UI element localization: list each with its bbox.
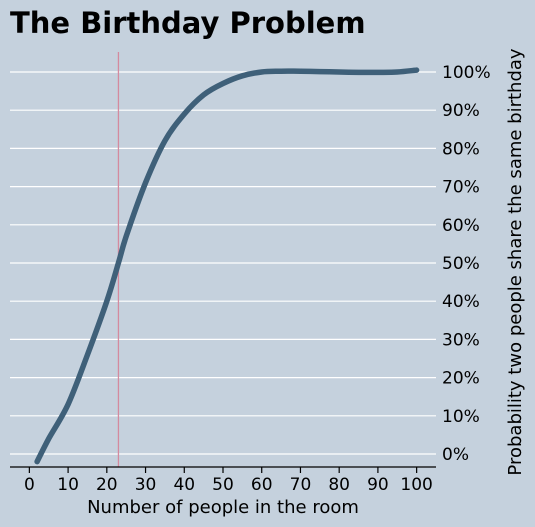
x-tick-label: 40 [173, 475, 195, 495]
y-tick-label: 100% [442, 63, 491, 83]
x-tick-label: 100 [400, 475, 432, 495]
x-tick-label: 50 [212, 475, 234, 495]
x-tick-label: 10 [57, 475, 79, 495]
y-ticks: 0% 10% 20% 30% 40% 50% 60% 70% 80% 90% 100% [442, 63, 491, 465]
x-axis-label: Number of people in the room [87, 497, 359, 518]
y-tick-label: 20% [442, 369, 480, 389]
y-tick-label: 30% [442, 330, 480, 350]
y-tick-label: 70% [442, 178, 480, 198]
probability-series-line [34, 67, 420, 465]
chart-title: The Birthday Problem [10, 6, 366, 40]
x-tick-label: 30 [135, 475, 157, 495]
x-tick-label: 90 [367, 475, 389, 495]
y-axis-label: Probability two people share the same bi… [505, 48, 526, 475]
x-tick-label: 20 [96, 475, 118, 495]
y-tick-label: 10% [442, 407, 480, 427]
y-tick-label: 40% [442, 292, 480, 312]
x-tick-label: 0 [24, 475, 35, 495]
x-tick-label: 80 [328, 475, 350, 495]
series-group [34, 67, 420, 465]
y-tick-label: 0% [442, 445, 469, 465]
y-tick-label: 60% [442, 216, 480, 236]
y-tick-label: 90% [442, 101, 480, 121]
x-ticks: 0 10 20 30 40 50 60 70 80 90 100 [24, 467, 433, 495]
y-tick-label: 80% [442, 139, 480, 159]
x-tick-label: 60 [251, 475, 273, 495]
x-tick-label: 70 [290, 475, 312, 495]
y-tick-label: 50% [442, 254, 480, 274]
